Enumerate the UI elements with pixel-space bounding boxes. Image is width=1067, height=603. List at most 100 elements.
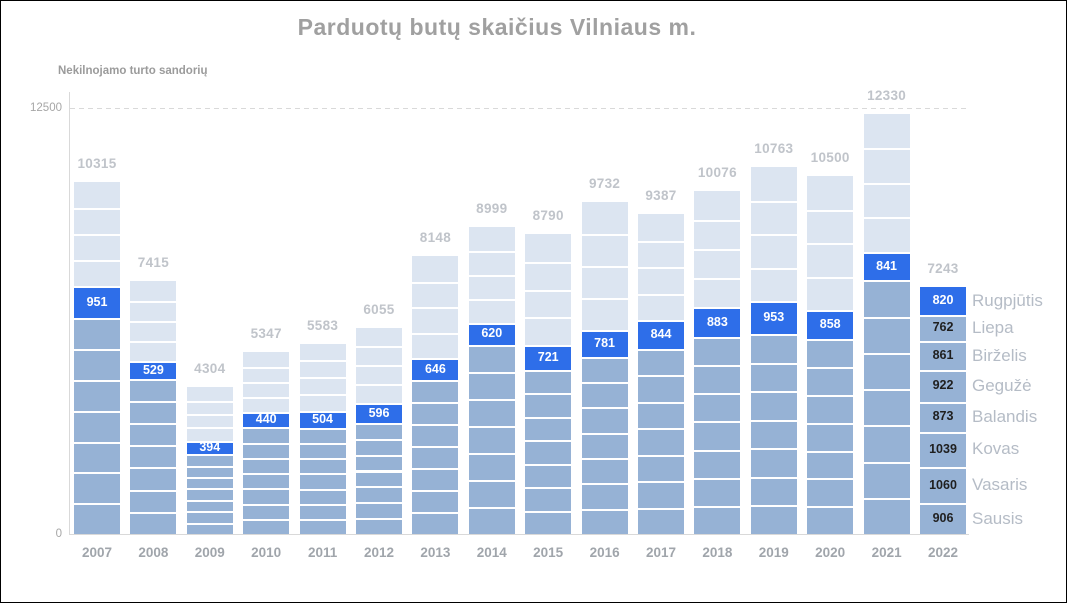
segment-2008-lower-4[interactable] <box>130 445 177 468</box>
segment-2010-upper-3[interactable] <box>243 366 290 383</box>
segment-2013-lower-1[interactable] <box>412 511 459 534</box>
segment-2022-Birželis[interactable] <box>920 341 966 371</box>
segment-2010-lower-4[interactable] <box>243 473 290 489</box>
segment-2008-lower-7[interactable] <box>130 378 177 401</box>
segment-2018-upper-4[interactable] <box>694 190 741 220</box>
segment-2016-upper-4[interactable] <box>581 202 628 235</box>
segment-2019-lower-6[interactable] <box>750 362 797 392</box>
segment-2019-Rugpjūtis[interactable] <box>750 301 797 334</box>
segment-2014-lower-1[interactable] <box>468 506 515 534</box>
segment-2013-lower-2[interactable] <box>412 489 459 512</box>
segment-2019-upper-4[interactable] <box>750 167 797 201</box>
segment-2017-lower-5[interactable] <box>638 401 684 429</box>
segment-2007-lower-2[interactable] <box>74 472 120 504</box>
segment-2020-upper-4[interactable] <box>807 176 854 210</box>
segment-2009-lower-6[interactable] <box>186 465 233 478</box>
segment-2007-lower-1[interactable] <box>74 503 120 534</box>
segment-2019-lower-4[interactable] <box>750 419 797 449</box>
segment-2019-lower-2[interactable] <box>750 476 797 506</box>
segment-2015-lower-1[interactable] <box>525 510 572 534</box>
segment-2021-upper-3[interactable] <box>863 148 910 183</box>
segment-2011-upper-1[interactable] <box>299 394 346 411</box>
segment-2020-lower-7[interactable] <box>807 339 854 368</box>
segment-2012-lower-6[interactable] <box>356 438 402 455</box>
segment-2021-Rugpjūtis[interactable] <box>863 251 910 281</box>
segment-2011-upper-3[interactable] <box>299 360 346 378</box>
segment-2012-Rugpjūtis[interactable] <box>356 402 402 423</box>
segment-2008-lower-6[interactable] <box>130 400 177 423</box>
segment-2014-lower-6[interactable] <box>468 371 515 399</box>
segment-2009-lower-1[interactable] <box>186 522 233 534</box>
segment-2021-lower-2[interactable] <box>863 461 910 498</box>
segment-2011-upper-2[interactable] <box>299 377 346 395</box>
segment-2009-upper-3[interactable] <box>186 400 233 415</box>
segment-2016-lower-4[interactable] <box>581 432 628 459</box>
segment-2011-lower-7[interactable] <box>299 427 346 444</box>
segment-2014-lower-5[interactable] <box>468 398 515 426</box>
segment-2013-lower-3[interactable] <box>412 467 459 490</box>
segment-2011-lower-5[interactable] <box>299 458 346 474</box>
segment-2018-upper-3[interactable] <box>694 219 741 249</box>
segment-2017-lower-4[interactable] <box>638 428 684 455</box>
segment-2007-lower-6[interactable] <box>74 349 120 380</box>
segment-2007-upper-3[interactable] <box>74 208 120 235</box>
segment-2021-lower-4[interactable] <box>863 389 910 426</box>
segment-2021-lower-6[interactable] <box>863 316 910 353</box>
segment-2018-lower-4[interactable] <box>694 421 741 450</box>
segment-2009-lower-7[interactable] <box>186 454 233 466</box>
segment-2007-lower-3[interactable] <box>74 441 120 473</box>
segment-2019-lower-3[interactable] <box>750 448 797 477</box>
segment-2022-Kovas[interactable] <box>920 431 966 467</box>
segment-2014-upper-1[interactable] <box>468 299 515 324</box>
segment-2018-Rugpjūtis[interactable] <box>694 306 741 337</box>
segment-2019-upper-3[interactable] <box>750 200 797 235</box>
segment-2020-lower-1[interactable] <box>807 506 854 534</box>
segment-2009-upper-1[interactable] <box>186 427 233 441</box>
segment-2022-Vasaris[interactable] <box>920 466 966 504</box>
segment-2020-upper-2[interactable] <box>807 243 854 277</box>
segment-2016-lower-3[interactable] <box>581 458 628 484</box>
segment-2016-lower-5[interactable] <box>581 407 628 433</box>
segment-2020-upper-3[interactable] <box>807 209 854 244</box>
segment-2013-lower-6[interactable] <box>412 401 459 424</box>
segment-2013-upper-3[interactable] <box>412 281 459 308</box>
segment-2007-upper-4[interactable] <box>74 182 120 209</box>
segment-2013-lower-5[interactable] <box>412 423 459 446</box>
segment-2012-lower-4[interactable] <box>356 470 402 487</box>
segment-2010-upper-1[interactable] <box>243 397 290 413</box>
segment-2015-upper-4[interactable] <box>525 234 572 263</box>
segment-2021-lower-7[interactable] <box>863 280 910 317</box>
segment-2008-lower-5[interactable] <box>130 422 177 446</box>
segment-2015-upper-1[interactable] <box>525 317 572 346</box>
segment-2017-Rugpjūtis[interactable] <box>638 320 684 349</box>
segment-2014-lower-7[interactable] <box>468 344 515 372</box>
segment-2012-upper-4[interactable] <box>356 327 402 347</box>
segment-2018-upper-1[interactable] <box>694 277 741 307</box>
segment-2010-upper-2[interactable] <box>243 382 290 398</box>
segment-2018-lower-1[interactable] <box>694 505 741 534</box>
segment-2010-lower-3[interactable] <box>243 488 290 504</box>
segment-2012-upper-1[interactable] <box>356 383 402 403</box>
segment-2014-lower-4[interactable] <box>468 425 515 453</box>
segment-2017-upper-3[interactable] <box>638 240 684 268</box>
segment-2009-lower-2[interactable] <box>186 511 233 523</box>
segment-2020-lower-6[interactable] <box>807 367 854 395</box>
segment-2011-lower-4[interactable] <box>299 473 346 489</box>
segment-2010-lower-6[interactable] <box>243 442 290 458</box>
segment-2012-lower-1[interactable] <box>356 518 402 534</box>
segment-2013-Rugpjūtis[interactable] <box>412 357 459 380</box>
segment-2017-upper-1[interactable] <box>638 293 684 321</box>
segment-2012-lower-5[interactable] <box>356 454 402 471</box>
segment-2016-upper-1[interactable] <box>581 298 628 331</box>
segment-2014-upper-2[interactable] <box>468 275 515 300</box>
segment-2009-upper-4[interactable] <box>186 387 233 401</box>
segment-2020-lower-3[interactable] <box>807 450 854 479</box>
segment-2008-upper-2[interactable] <box>130 320 177 341</box>
segment-2015-lower-4[interactable] <box>525 440 572 464</box>
segment-2011-lower-3[interactable] <box>299 488 346 504</box>
segment-2017-lower-1[interactable] <box>638 507 684 534</box>
segment-2013-lower-7[interactable] <box>412 379 459 402</box>
segment-2013-upper-1[interactable] <box>412 332 459 358</box>
segment-2009-upper-2[interactable] <box>186 414 233 428</box>
segment-2016-lower-7[interactable] <box>581 356 628 383</box>
